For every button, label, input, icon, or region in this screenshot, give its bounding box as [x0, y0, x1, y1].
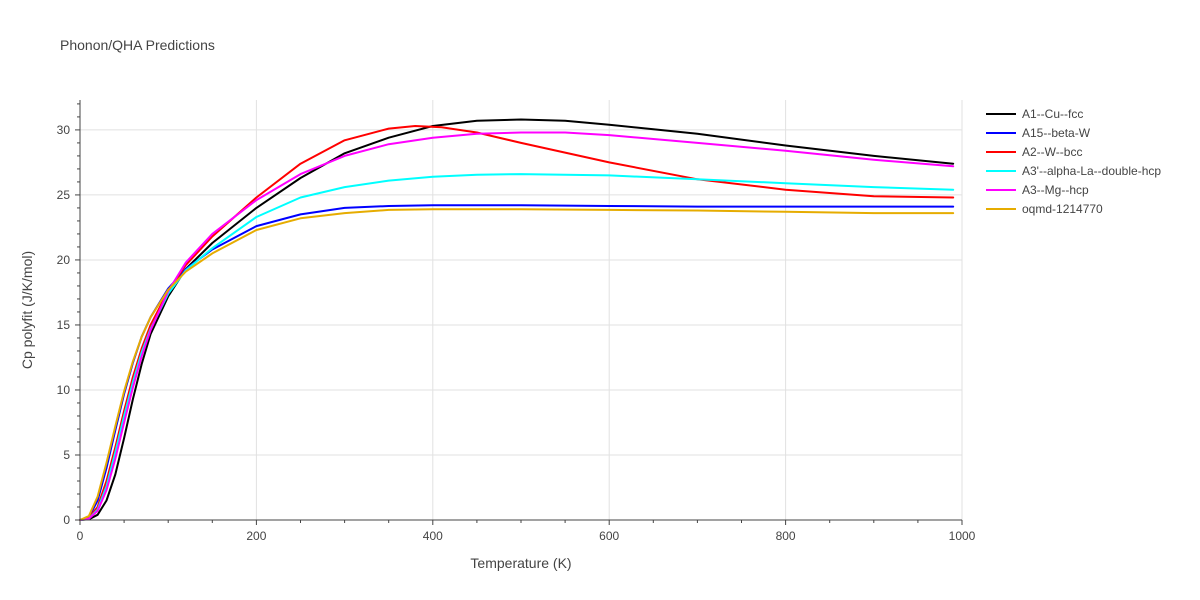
x-tick-label: 600 — [599, 529, 619, 543]
gridlines — [80, 100, 963, 520]
y-tick-label: 20 — [57, 253, 71, 267]
series-line-a15-beta-w — [79, 204, 955, 521]
legend-item-a15-beta-w[interactable]: A15--beta-W — [986, 126, 1091, 140]
y-tick-label: 0 — [63, 513, 70, 527]
series-line-a2-w-bcc — [79, 125, 955, 521]
legend-label: A1--Cu--fcc — [1022, 107, 1083, 121]
series-line-a3-alpha-la-double-hcp — [79, 173, 955, 521]
series-line-a3-mg-hcp — [79, 131, 955, 521]
y-tick-label: 15 — [57, 318, 71, 332]
legend-item-a3-alpha-la-double-hcp[interactable]: A3'--alpha-La--double-hcp — [986, 164, 1161, 178]
x-tick-label: 400 — [423, 529, 443, 543]
series-lines — [79, 118, 955, 521]
legend-label: A2--W--bcc — [1022, 145, 1082, 159]
x-tick-label: 200 — [246, 529, 266, 543]
axes: 0 200 400 600 800 1000 0 5 10 15 20 25 30 — [57, 100, 976, 543]
y-tick-label: 10 — [57, 383, 71, 397]
legend-item-a3-mg-hcp[interactable]: A3--Mg--hcp — [986, 183, 1089, 197]
legend-label: A3--Mg--hcp — [1022, 183, 1089, 197]
legend-label: A3'--alpha-La--double-hcp — [1022, 164, 1161, 178]
chart-title: Phonon/QHA Predictions — [60, 37, 215, 53]
series-line-a1-cu-fcc — [79, 118, 955, 521]
y-tick-label: 5 — [63, 448, 70, 462]
legend-item-oqmd-1214770[interactable]: oqmd-1214770 — [986, 202, 1103, 216]
x-tick-label: 800 — [776, 529, 796, 543]
y-tick-label: 25 — [57, 188, 71, 202]
y-axis-title: Cp polyfit (J/K/mol) — [19, 251, 35, 369]
legend-label: oqmd-1214770 — [1022, 202, 1103, 216]
legend-item-a2-w-bcc[interactable]: A2--W--bcc — [986, 145, 1082, 159]
x-axis-title: Temperature (K) — [470, 555, 571, 571]
y-tick-label: 30 — [57, 123, 71, 137]
legend-item-a1-cu-fcc[interactable]: A1--Cu--fcc — [986, 107, 1083, 121]
x-tick-label: 1000 — [949, 529, 976, 543]
x-tick-label: 0 — [77, 529, 84, 543]
legend-label: A15--beta-W — [1022, 126, 1091, 140]
legend[interactable]: A1--Cu--fcc A15--beta-W A2--W--bcc A3'--alp… — [986, 107, 1161, 216]
series-line-oqmd-1214770 — [79, 208, 955, 521]
